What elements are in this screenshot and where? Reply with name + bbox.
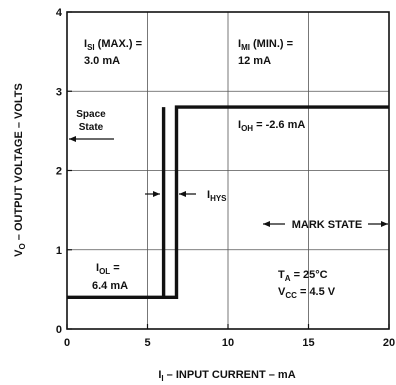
ioh-annotation: IOH = -2.6 mA — [238, 119, 305, 133]
iol-value: 6.4 mA — [92, 280, 128, 292]
iol-annotation: IOL = — [96, 262, 120, 276]
imi-annotation: IMI (MIN.) = — [238, 38, 293, 52]
x-tick-label: 0 — [64, 337, 70, 349]
space-state-label-1: Space — [76, 109, 106, 120]
imi-value: 12 mA — [238, 55, 271, 67]
series-line-1 — [67, 105, 389, 299]
y-tick-label: 2 — [56, 166, 62, 178]
ta-annotation: TA = 25°C — [278, 269, 328, 283]
ihys-label: IHYS — [207, 189, 227, 203]
y-axis-label: VO – OUTPUT VOLTAGE – VOLTS — [13, 83, 27, 257]
mark-state-label: MARK STATE — [292, 219, 362, 231]
space-state-label-2: State — [79, 122, 104, 133]
series-group — [67, 105, 389, 299]
vcc-annotation: VCC = 4.5 V — [278, 286, 336, 300]
isi-value: 3.0 mA — [84, 55, 120, 67]
isi-annotation: ISI (MAX.) = — [84, 38, 142, 52]
y-tick-label: 4 — [56, 7, 63, 19]
x-tick-label: 5 — [144, 337, 150, 349]
y-tick-label: 1 — [56, 245, 62, 257]
x-tick-label: 20 — [383, 337, 395, 349]
grid — [67, 12, 389, 329]
x-axis-label: II – INPUT CURRENT – mA — [158, 369, 295, 383]
x-tick-label: 10 — [222, 337, 234, 349]
x-tick-labels: 0 5 10 15 20 — [64, 337, 395, 349]
y-tick-label: 0 — [56, 324, 62, 336]
x-tick-label: 15 — [302, 337, 314, 349]
plot-frame — [66, 11, 390, 330]
y-tick-label: 3 — [56, 86, 62, 98]
y-tick-labels: 0 1 2 3 4 — [56, 7, 63, 336]
